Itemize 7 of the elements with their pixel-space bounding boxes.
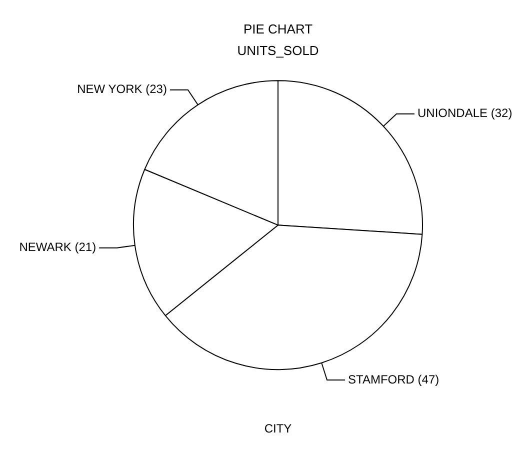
text: CITY xyxy=(264,421,292,436)
slice-label: NEWARK (21) xyxy=(19,240,96,254)
chart-title: PIE CHART xyxy=(243,21,313,36)
slice-label: UNIONDALE (32) xyxy=(418,106,512,120)
slice-label: NEW YORK (23) xyxy=(77,82,167,96)
slice-label: STAMFORD (47) xyxy=(348,372,440,386)
chart-subtitle: UNITS_SOLD xyxy=(237,42,319,58)
